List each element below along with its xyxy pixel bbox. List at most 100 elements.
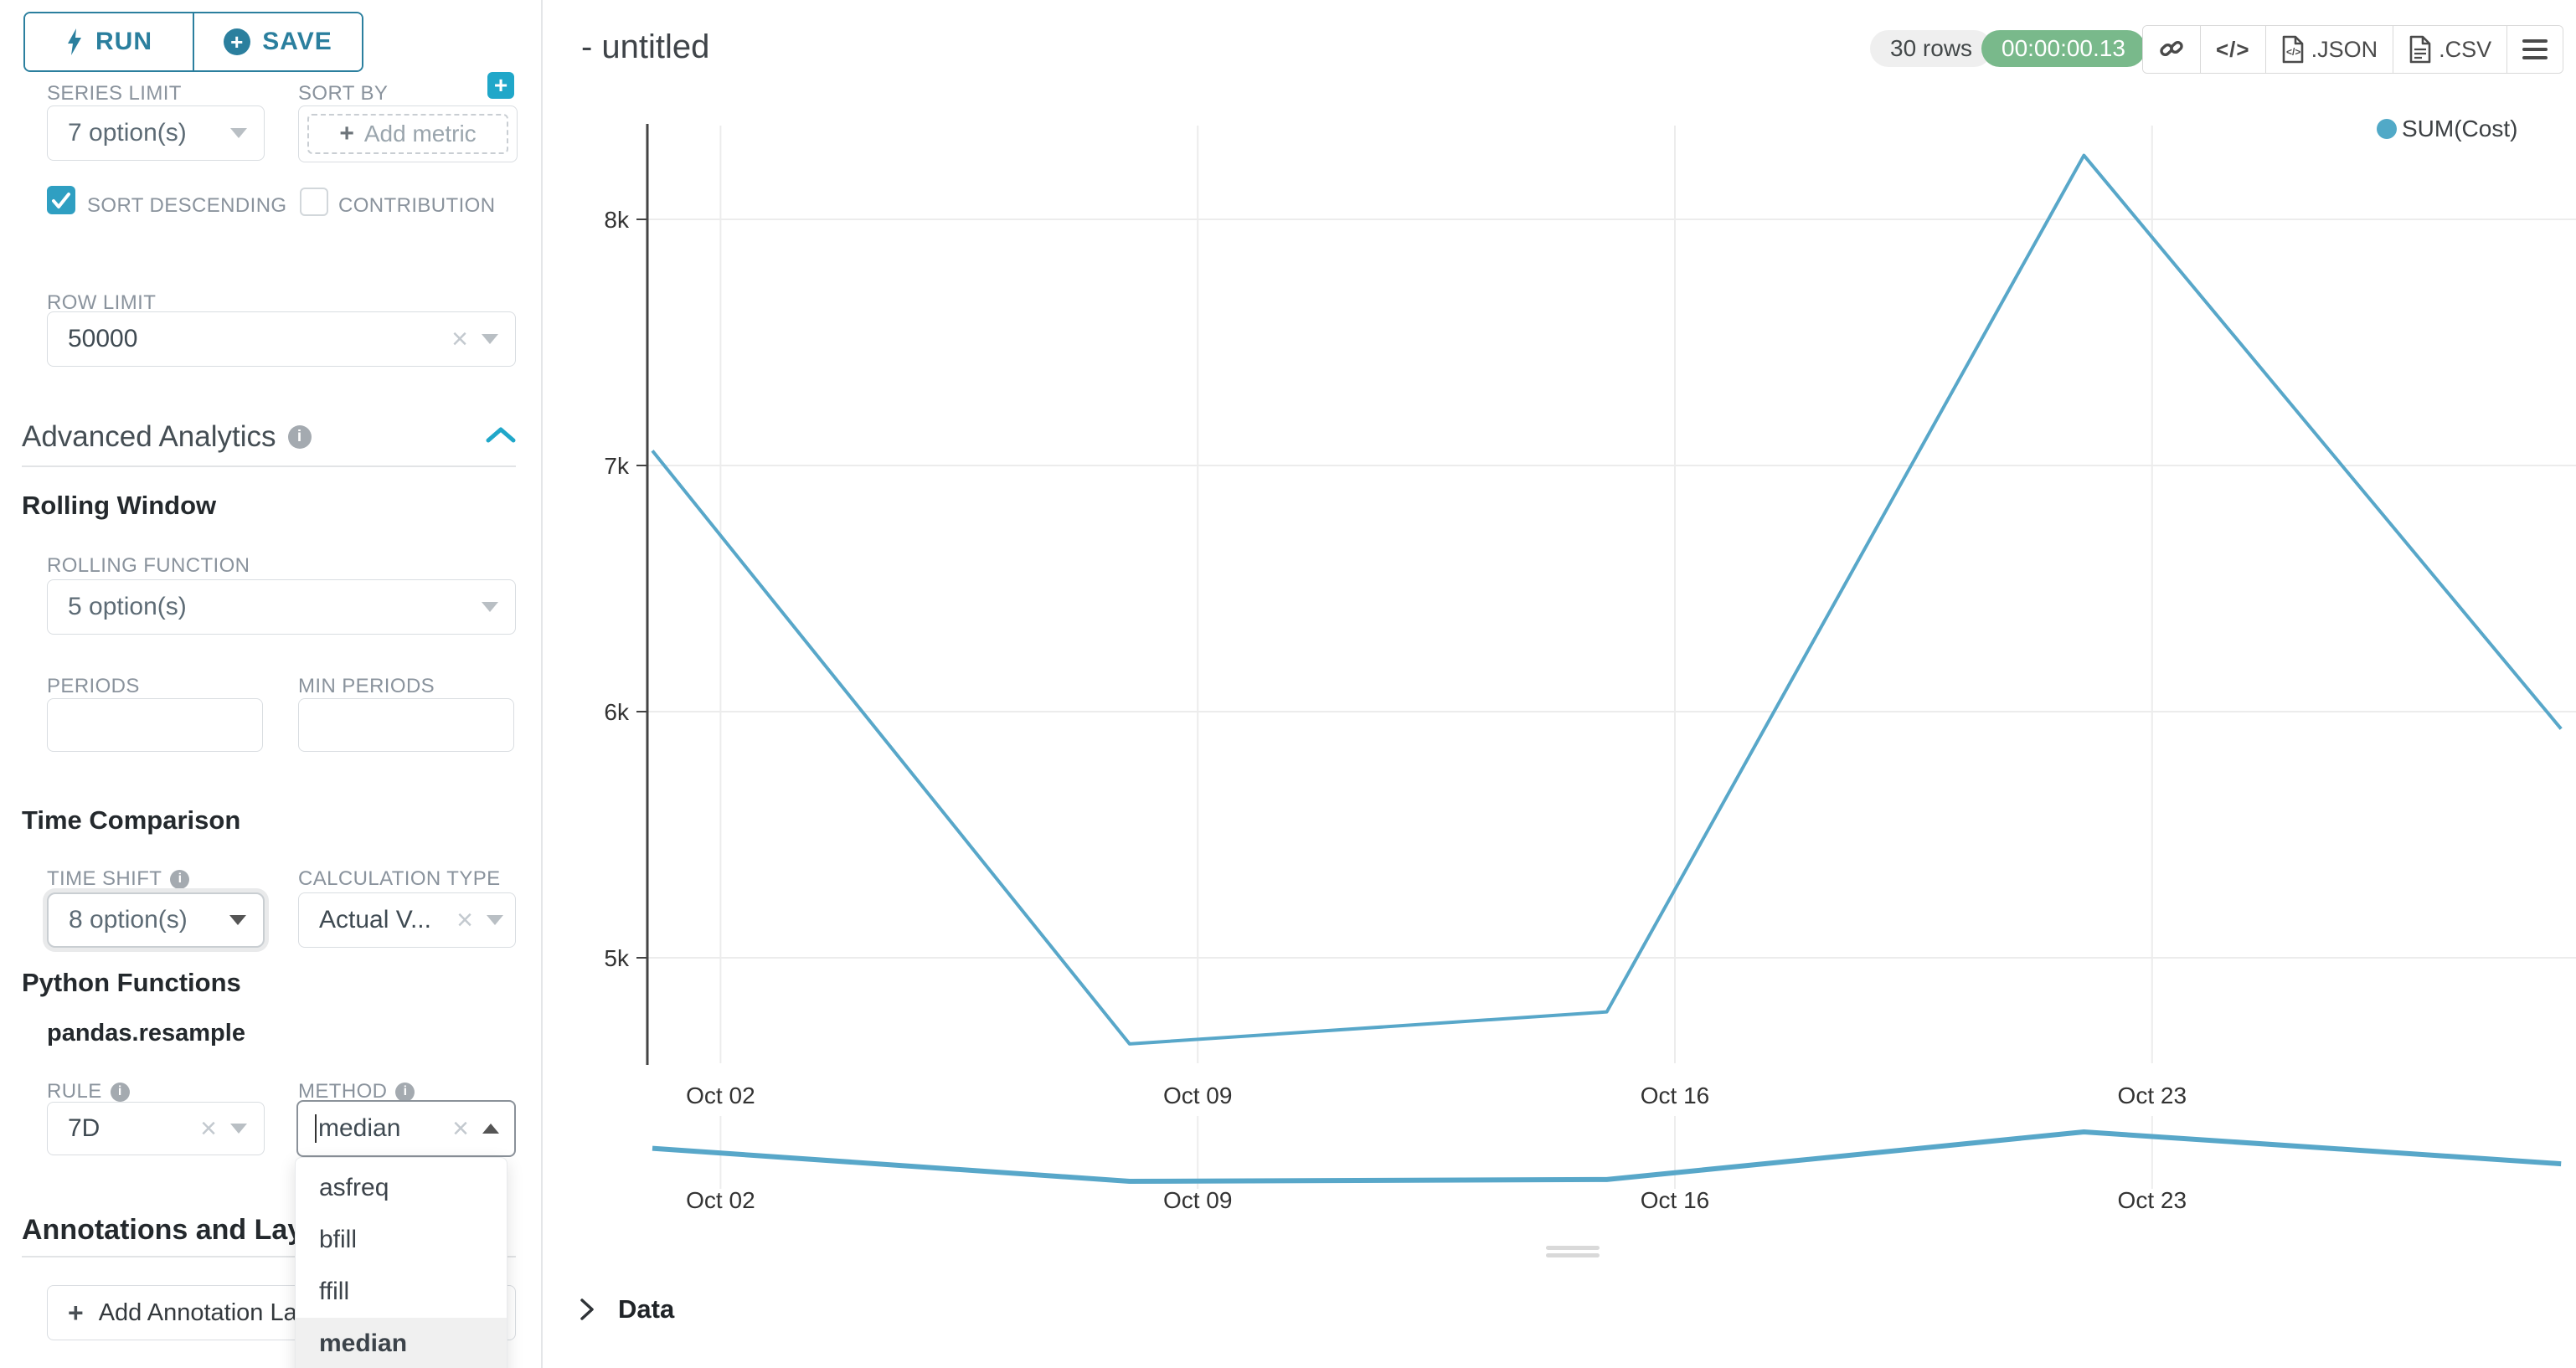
preview-x-tick-label: Oct 23 [2118, 1187, 2187, 1213]
row-limit-value: 50000 [68, 325, 138, 352]
link-icon [2160, 40, 2183, 57]
method-label: METHOD [298, 1080, 388, 1103]
preview-x-tick-label: Oct 09 [1163, 1187, 1232, 1213]
chevron-up-icon [482, 1124, 499, 1134]
x-tick-label: Oct 16 [1641, 1083, 1709, 1108]
row-limit-select[interactable]: 50000 × [47, 311, 516, 367]
sort-by-label: SORT BY [298, 82, 389, 105]
method-option-bfill[interactable]: bfill [319, 1226, 358, 1253]
rows-badge: 30 rows [1870, 30, 1993, 67]
save-button[interactable]: + SAVE [193, 13, 362, 70]
legend-dot-icon [2377, 119, 2397, 139]
preview-x-tick-label: Oct 02 [686, 1187, 755, 1213]
y-tick-label: 8k [604, 207, 630, 233]
preview-series-line [652, 1129, 2562, 1184]
csv-file-icon [2409, 35, 2431, 64]
data-panel-title: Data [618, 1294, 675, 1324]
rule-select[interactable]: 7D × [47, 1102, 265, 1155]
method-option-median[interactable]: median [296, 1318, 507, 1368]
calculation-type-select[interactable]: Actual V... × [298, 892, 516, 948]
y-tick-label: 6k [604, 699, 630, 725]
clear-icon[interactable]: × [452, 1113, 469, 1144]
controls-sidebar: RUN + SAVE SERIES LIMIT 7 option(s) SORT… [0, 0, 543, 1368]
add-metric-button[interactable]: + Add metric [307, 114, 508, 154]
info-icon[interactable]: i [287, 425, 312, 449]
add-annotation-label: Add Annotation Layer [98, 1299, 332, 1326]
rule-label-row: RULE i [47, 1080, 130, 1103]
view-query-button[interactable]: </> [2200, 26, 2265, 73]
row-limit-label: ROW LIMIT [47, 291, 157, 314]
contribution-checkbox[interactable] [300, 188, 328, 216]
rolling-function-select[interactable]: 5 option(s) [47, 579, 516, 635]
clear-icon[interactable]: × [456, 904, 473, 936]
x-tick-label: Oct 09 [1163, 1083, 1232, 1108]
run-button[interactable]: RUN [25, 13, 193, 70]
plus-circle-icon: + [224, 28, 251, 55]
chevron-down-icon [230, 1124, 247, 1134]
method-combobox[interactable]: median × [296, 1100, 516, 1157]
method-label-row: METHOD i [298, 1080, 415, 1103]
calculation-type-value: Actual V... [319, 906, 431, 933]
plus-icon: + [68, 1297, 84, 1328]
export-csv-button[interactable]: .CSV [2393, 26, 2507, 73]
collapse-chevron-up-icon[interactable] [484, 425, 518, 445]
run-save-button-group: RUN + SAVE [23, 12, 363, 72]
check-icon [52, 193, 70, 208]
main-line-chart[interactable]: 8k 7k 6k 5k Oct 02 Oct 09 Oct 16 Oct 23 [543, 100, 2576, 1109]
series-limit-value: 7 option(s) [68, 119, 187, 147]
periods-label: PERIODS [47, 675, 140, 697]
export-json-button[interactable]: </> .JSON [2264, 26, 2393, 73]
time-shift-label-row: TIME SHIFT i [47, 867, 190, 891]
section-divider [22, 1256, 516, 1257]
info-icon[interactable]: i [395, 1082, 415, 1102]
sort-descending-label: SORT DESCENDING [87, 194, 287, 217]
chevron-down-icon [482, 334, 498, 344]
data-panel-header[interactable]: Data [578, 1294, 674, 1324]
time-shift-value: 8 option(s) [69, 906, 188, 933]
rolling-window-title: Rolling Window [22, 491, 217, 520]
text-cursor [315, 1114, 317, 1143]
more-options-button[interactable] [2506, 26, 2563, 73]
series-limit-select[interactable]: 7 option(s) [47, 105, 265, 161]
min-periods-input[interactable] [298, 698, 514, 752]
sort-descending-checkbox[interactable] [47, 186, 75, 214]
menu-icon [2522, 39, 2548, 59]
advanced-analytics-header: Advanced Analytics i [22, 420, 312, 454]
series-limit-label: SERIES LIMIT [47, 82, 182, 105]
annotations-title: Annotations and Layers [22, 1214, 347, 1246]
run-button-label: RUN [95, 28, 152, 55]
python-functions-title: Python Functions [22, 968, 241, 997]
resize-handle[interactable] [1546, 1253, 1600, 1257]
json-file-icon: </> [2282, 35, 2303, 64]
advanced-analytics-title: Advanced Analytics [22, 420, 276, 453]
cost-series-line [651, 153, 2563, 1046]
time-comparison-title: Time Comparison [22, 805, 241, 835]
range-preview-chart[interactable]: Oct 02 Oct 09 Oct 16 Oct 23 [543, 1109, 2576, 1235]
y-tick-label: 5k [604, 945, 630, 971]
code-icon: </> [2216, 36, 2250, 62]
method-dropdown-menu: asfreq bfill ffill median [295, 1157, 507, 1368]
save-button-label: SAVE [262, 28, 332, 55]
info-icon[interactable]: i [110, 1082, 130, 1102]
resize-handle[interactable] [1546, 1246, 1600, 1250]
export-csv-label: .CSV [2439, 36, 2492, 62]
time-shift-select[interactable]: 8 option(s) [47, 892, 265, 948]
clear-icon[interactable]: × [451, 323, 468, 355]
contribution-label: CONTRIBUTION [338, 194, 496, 217]
export-toolbar: </> </> .JSON .CSV [2142, 25, 2564, 74]
add-sort-by-button[interactable]: + [487, 72, 514, 99]
info-icon[interactable]: i [170, 869, 190, 889]
chart-title: - untitled [581, 28, 710, 65]
export-json-label: .JSON [2311, 36, 2378, 62]
legend-item-sum-cost[interactable]: SUM(Cost) [2377, 116, 2517, 142]
section-divider [22, 465, 516, 467]
method-option-ffill[interactable]: ffill [319, 1278, 350, 1305]
periods-input[interactable] [47, 698, 263, 752]
sort-by-dropzone: + Add metric [298, 105, 518, 162]
clear-icon[interactable]: × [200, 1113, 217, 1144]
pandas-resample-label: pandas.resample [47, 1020, 245, 1047]
share-link-button[interactable] [2143, 26, 2200, 73]
method-option-asfreq[interactable]: asfreq [319, 1174, 389, 1201]
chevron-down-icon [482, 602, 498, 612]
